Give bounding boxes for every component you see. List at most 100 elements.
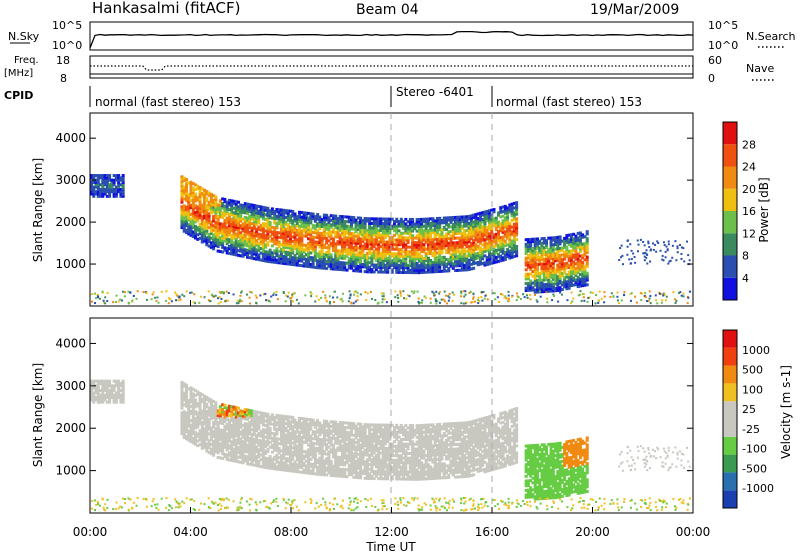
power-cell — [359, 218, 363, 222]
power-cell — [347, 238, 351, 242]
velocity-cell — [209, 452, 213, 456]
power-cell — [404, 254, 408, 258]
power-cell — [279, 233, 283, 237]
velocity-cell — [187, 417, 191, 421]
power-cell — [567, 242, 571, 246]
power-cell — [101, 180, 105, 184]
power-cell — [535, 237, 539, 241]
power-cell — [370, 254, 374, 258]
power-cell — [381, 256, 385, 260]
power-cell — [558, 237, 562, 241]
power-cell — [101, 176, 105, 180]
power-cell — [277, 215, 281, 219]
power-cell — [252, 243, 256, 247]
power-cell — [370, 240, 374, 244]
power-cell — [565, 245, 569, 249]
power-cell — [194, 236, 198, 240]
power-cell — [538, 288, 542, 292]
power-cell — [243, 211, 247, 215]
velocity-cell — [248, 416, 252, 420]
power-cell — [467, 217, 471, 221]
velocity-cell — [250, 463, 254, 467]
power-cell — [234, 209, 238, 213]
power-cell — [448, 293, 451, 296]
power-cell — [377, 270, 381, 274]
power-cell — [402, 243, 406, 247]
power-cell — [436, 300, 439, 303]
power-cell — [483, 261, 487, 265]
power-cell — [356, 251, 360, 255]
power-cell — [131, 299, 134, 302]
power-cell — [250, 249, 254, 253]
power-cell — [235, 302, 238, 305]
power-cell — [313, 215, 317, 219]
power-cell — [411, 259, 415, 263]
power-cell — [531, 258, 535, 262]
power-cell — [510, 232, 514, 236]
power-cell — [411, 257, 415, 261]
power-cell — [309, 265, 313, 269]
power-cell — [476, 253, 480, 257]
power-cell — [368, 235, 372, 239]
power-cell — [336, 221, 340, 225]
power-cell — [243, 241, 247, 245]
power-cell — [551, 261, 555, 265]
power-cell — [508, 231, 512, 235]
velocity-cell — [246, 417, 250, 421]
power-cell — [524, 282, 528, 286]
power-cell — [336, 217, 340, 221]
power-cell — [191, 221, 195, 225]
power-cell — [209, 229, 213, 233]
power-cell — [526, 238, 530, 242]
power-cell — [361, 246, 365, 250]
velocity-cell — [261, 465, 265, 469]
power-cell — [429, 249, 433, 253]
power-cell — [565, 264, 569, 268]
power-cell — [227, 219, 231, 223]
power-cell — [194, 183, 198, 187]
power-cell — [348, 297, 351, 300]
velocity-cell — [243, 447, 247, 451]
power-cell — [304, 216, 308, 220]
velocity-cell — [230, 435, 234, 439]
power-cell — [508, 224, 512, 228]
power-cell — [377, 242, 381, 246]
power-cell — [499, 206, 503, 210]
power-cell — [191, 191, 195, 195]
power-cell — [431, 224, 435, 228]
power-cell — [393, 229, 397, 233]
power-cell — [302, 243, 306, 247]
power-cell — [250, 242, 254, 246]
power-cell — [331, 230, 335, 234]
power-cell — [203, 239, 207, 243]
power-cell — [426, 265, 430, 269]
velocity-cell — [230, 442, 234, 446]
power-cell — [112, 187, 116, 191]
velocity-cell — [203, 403, 207, 407]
power-cell — [105, 180, 109, 184]
velocity-cell — [239, 444, 243, 448]
power-cell — [646, 262, 649, 265]
power-cell — [467, 268, 471, 272]
velocity-cell — [255, 426, 259, 430]
power-cell — [481, 231, 485, 235]
power-cell — [438, 242, 442, 246]
velocity-cell — [241, 430, 245, 434]
power-cell — [180, 191, 184, 195]
velocity-cell — [191, 387, 195, 391]
velocity-cell — [246, 445, 250, 449]
power-cell — [372, 217, 376, 221]
velocity-cell — [270, 443, 274, 447]
power-cell — [429, 217, 433, 221]
power-cell — [497, 255, 501, 259]
power-cell — [386, 252, 390, 256]
power-cell — [413, 248, 417, 252]
power-cell — [533, 281, 537, 285]
power-cell — [221, 250, 225, 254]
power-cell — [227, 208, 231, 212]
power-cell — [493, 292, 496, 295]
velocity-cell — [191, 425, 195, 429]
power-cell — [478, 248, 482, 252]
power-cell — [399, 270, 403, 274]
power-cell — [433, 258, 437, 262]
